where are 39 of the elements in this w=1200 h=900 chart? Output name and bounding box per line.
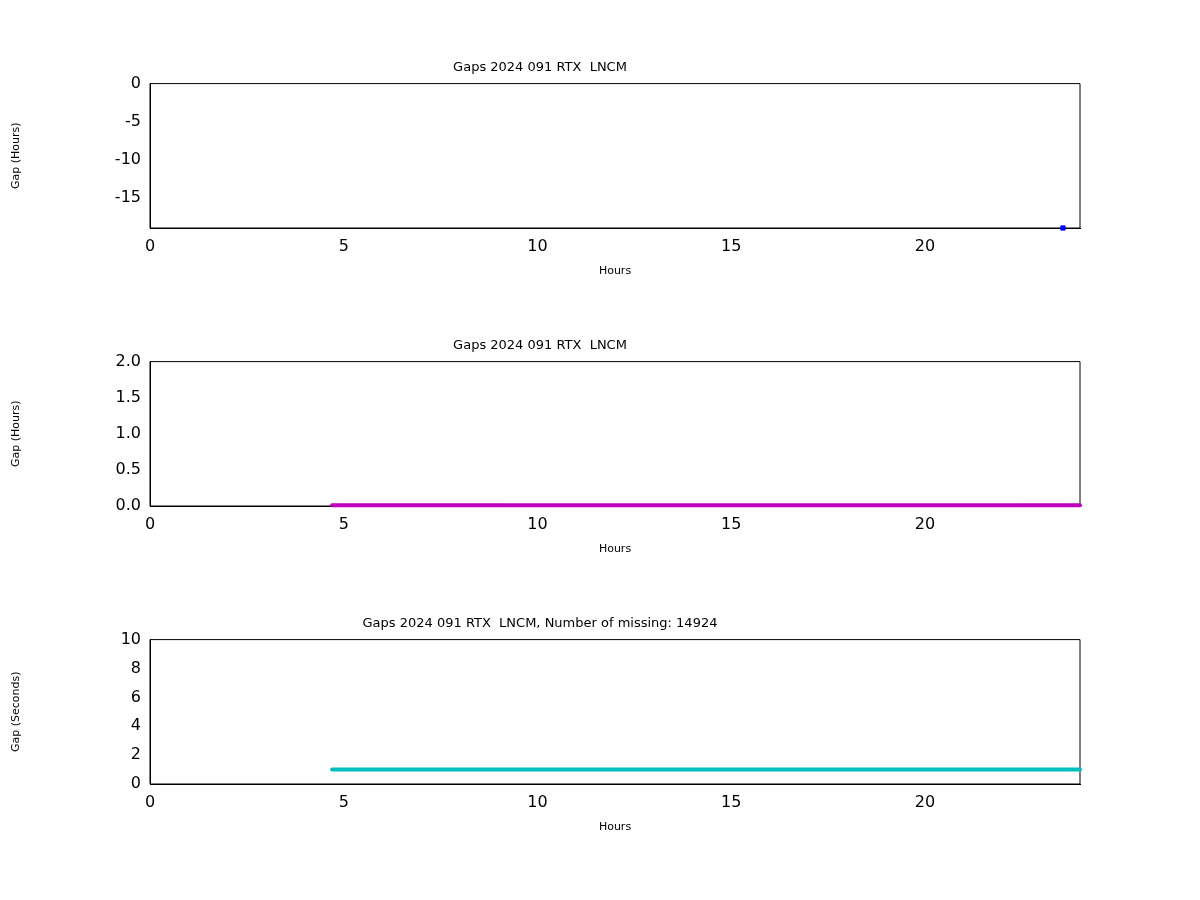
chart-title: Gaps 2024 091 RTX LNCM	[453, 337, 627, 353]
x-tick-label: 15	[721, 791, 742, 811]
y-tick-label: 0	[130, 773, 141, 793]
x-tick-label: 0	[144, 235, 156, 255]
y-tick-label: 4	[130, 715, 141, 735]
y-axis-title: Gap (Hours)	[9, 122, 23, 190]
x-tick-label: 10	[527, 513, 548, 533]
x-tick-label: 5	[338, 791, 349, 811]
x-tick-label: 0	[144, 791, 156, 811]
x-tick-label: 15	[721, 513, 742, 533]
y-tick-label: 1.5	[115, 386, 141, 406]
x-axis-title: Hours	[598, 820, 632, 834]
y-tick-label: 8	[130, 657, 141, 677]
x-tick-label: 15	[721, 235, 742, 255]
x-tick-label: 20	[914, 513, 936, 533]
x-tick-label: 5	[338, 235, 349, 255]
x-tick-label: 20	[914, 791, 936, 811]
y-axis-title: Gap (Hours)	[9, 400, 23, 468]
x-tick-label: 10	[527, 235, 548, 255]
chart-title: Gaps 2024 091 RTX LNCM	[453, 59, 627, 75]
y-tick-label: 1.0	[115, 422, 141, 442]
y-tick-label: 10	[120, 628, 141, 648]
x-axis-title: Hours	[598, 542, 632, 556]
x-tick-label: 0	[144, 513, 156, 533]
y-tick-label: 0.0	[115, 495, 141, 515]
x-tick-label: 5	[338, 513, 349, 533]
y-tick-label: 2	[130, 744, 141, 764]
x-tick-label: 10	[527, 791, 548, 811]
chart-title: Gaps 2024 091 RTX LNCM, Number of missing: 14924	[362, 615, 718, 631]
y-tick-label: 6	[130, 686, 141, 706]
y-tick-label: 0.5	[115, 459, 141, 479]
y-tick-label: -10	[114, 149, 141, 169]
y-axis-title: Gap (Seconds)	[9, 671, 23, 753]
x-axis-title: Hours	[598, 264, 632, 278]
x-tick-label: 20	[914, 235, 936, 255]
y-tick-label: 0	[130, 72, 141, 92]
y-tick-label: -15	[114, 187, 141, 207]
y-tick-label: 2.0	[115, 350, 141, 370]
y-tick-label: -5	[125, 110, 141, 130]
